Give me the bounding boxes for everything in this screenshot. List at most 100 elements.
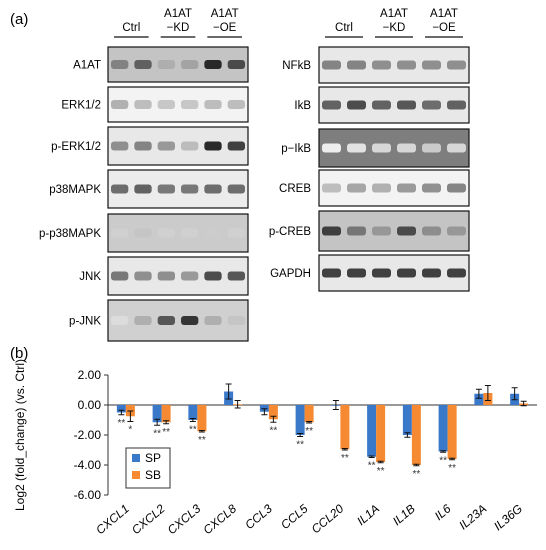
x-tick-label: IL1B	[390, 502, 418, 529]
blot-band	[347, 183, 366, 193]
blot-band	[111, 228, 129, 238]
blot-p-creb: p-CREB	[269, 210, 470, 252]
bar-chart: Log2 (fold_change) (vs. Ctrl) 2.00 0.00 -2…	[13, 359, 537, 537]
blot-band	[204, 184, 222, 194]
significance-mark: **	[296, 440, 304, 451]
blot-ikb: IkB	[294, 86, 470, 124]
y-axis: 2.00 0.00 -2.00 -4.00 -6.00	[74, 368, 537, 502]
blot-band	[111, 141, 129, 151]
blot-frame	[318, 254, 470, 292]
blot-band	[447, 60, 466, 70]
group-label-line: Ctrl	[335, 22, 353, 34]
blot-label: IkB	[294, 100, 311, 112]
blot-band	[447, 226, 466, 236]
blot-band	[372, 268, 391, 278]
significance-mark: **	[269, 425, 277, 436]
blot-band	[397, 183, 416, 193]
group-label-line: −OE	[213, 22, 237, 34]
blot-p-ikb: p−IkB	[281, 128, 470, 168]
blot-band	[322, 226, 341, 236]
blot-band	[181, 184, 199, 194]
blot-band	[397, 100, 416, 110]
blot-band	[322, 268, 341, 278]
blot-label: NFkB	[282, 60, 311, 72]
significance-mark: **	[153, 428, 161, 439]
blot-band	[134, 141, 152, 151]
blot-label: GAPDH	[270, 268, 311, 280]
blot-p38mapk: p38MAPK	[49, 169, 249, 209]
left-group-ctrl: Ctrl	[114, 22, 149, 38]
legend-label: SB	[145, 468, 161, 482]
blot-band	[227, 141, 245, 151]
bar-sb	[197, 405, 207, 432]
blot-band	[322, 183, 341, 193]
blot-nfkb: NFkB	[282, 46, 470, 84]
western-blot-panel: Ctrl A1AT −KD A1AT −OE A1AT ERK1/2 p-ERK1/2 p38M…	[39, 8, 470, 342]
series-sb: * ****** ****** ****	[125, 385, 529, 480]
blot-band	[157, 271, 175, 281]
group-label-line: A1AT	[164, 8, 192, 20]
blot-band	[227, 184, 245, 194]
significance-mark: **	[305, 426, 313, 437]
legend-swatch-sp	[132, 454, 140, 462]
x-tick-label: CCL5	[278, 501, 311, 532]
bar-sp	[116, 405, 126, 413]
blot-label: A1AT	[73, 60, 101, 72]
blot-label: p-JNK	[69, 316, 101, 328]
blot-p-p38mapk: p-p38MAPK	[39, 213, 249, 253]
blot-band	[447, 143, 466, 153]
blot-band	[322, 60, 341, 70]
blot-band	[111, 60, 129, 69]
blot-band	[447, 183, 466, 193]
blot-band	[157, 141, 175, 151]
left-group-a1at-oe: A1AT −OE	[207, 8, 242, 38]
blot-frame	[107, 256, 249, 296]
legend-label: SP	[145, 451, 161, 465]
blot-band	[157, 60, 175, 69]
blot-label: JNK	[79, 271, 101, 283]
blot-band	[204, 141, 222, 151]
blot-label: CREB	[279, 183, 311, 195]
blot-frame	[107, 86, 249, 123]
blot-band	[111, 184, 129, 194]
left-group-a1at-kd: A1AT −KD	[160, 8, 196, 38]
y-tick-label: 2.00	[78, 368, 102, 382]
blot-a1at: A1AT	[73, 46, 249, 83]
blot-band	[227, 228, 245, 238]
blot-band	[157, 100, 175, 109]
legend: SP SB	[125, 447, 171, 489]
blot-label: ERK1/2	[61, 100, 101, 112]
blot-band	[134, 316, 152, 325]
blot-band	[447, 100, 466, 110]
x-tick-label: IL36G	[491, 502, 525, 534]
blot-band	[372, 183, 391, 193]
significance-mark: **	[448, 463, 456, 474]
bar-sp	[402, 405, 412, 435]
significance-mark: **	[377, 466, 385, 477]
blot-band	[372, 100, 391, 110]
legend-swatch-sb	[132, 471, 140, 479]
blot-band	[322, 143, 341, 153]
blot-band	[134, 271, 152, 281]
significance-mark: **	[412, 469, 420, 480]
bar-sp	[474, 393, 484, 405]
bar-sb	[304, 405, 314, 423]
blot-band	[347, 226, 366, 236]
blot-label: p38MAPK	[49, 184, 101, 196]
blot-label: p-p38MAPK	[39, 228, 101, 240]
panel-a-label: (a)	[10, 11, 28, 28]
blot-band	[181, 60, 199, 69]
x-tick-label: CCL20	[309, 501, 347, 536]
blot-band	[204, 60, 222, 69]
blot-band	[347, 100, 366, 110]
blot-band	[204, 100, 222, 109]
blot-band	[397, 226, 416, 236]
group-label-line: A1AT	[211, 8, 239, 20]
blot-band	[422, 226, 441, 236]
blot-band	[227, 60, 245, 69]
blot-band	[181, 228, 199, 238]
blot-band	[397, 143, 416, 153]
right-group-ctrl: Ctrl	[325, 22, 363, 38]
